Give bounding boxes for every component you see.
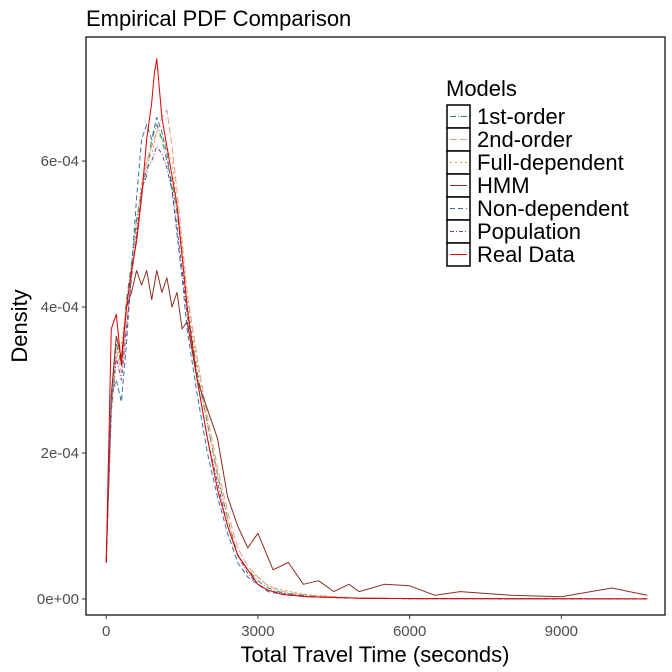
- x-axis-title: Total Travel Time (seconds): [241, 642, 510, 667]
- legend-title: Models: [446, 76, 517, 101]
- series-line-population: [105, 146, 648, 600]
- x-tick-label: 9000: [545, 623, 578, 640]
- x-tick-label: 6000: [393, 623, 426, 640]
- legend-label: Population: [477, 219, 581, 244]
- series-line-hmm: [105, 270, 648, 598]
- legend-label: 1st-order: [477, 104, 565, 129]
- y-axis-title: Density: [7, 289, 32, 362]
- x-tick-label: 0: [102, 623, 110, 640]
- legend-label: HMM: [477, 173, 530, 198]
- series-line-2nd-order: [105, 109, 648, 600]
- series-line-real-data: [105, 58, 648, 600]
- x-tick-label: 3000: [241, 623, 274, 640]
- y-tick-label: 6e-04: [41, 153, 79, 170]
- legend-label: 2nd-order: [477, 127, 572, 152]
- y-tick-label: 4e-04: [41, 299, 79, 316]
- y-tick-label: 0e+00: [37, 591, 79, 608]
- legend: Models 1st-order2nd-orderFull-dependentH…: [446, 76, 629, 267]
- chart-title: Empirical PDF Comparison: [86, 6, 351, 31]
- y-axis: 0e+00 2e-04 4e-04 6e-04: [37, 153, 86, 608]
- x-axis: 0 3000 6000 9000: [102, 615, 578, 640]
- legend-label: Real Data: [477, 242, 576, 267]
- series-layer: [105, 58, 648, 600]
- legend-label: Non-dependent: [477, 196, 629, 221]
- plot-panel: [85, 36, 666, 616]
- y-tick-label: 2e-04: [41, 445, 79, 462]
- legend-label: Full-dependent: [477, 150, 624, 175]
